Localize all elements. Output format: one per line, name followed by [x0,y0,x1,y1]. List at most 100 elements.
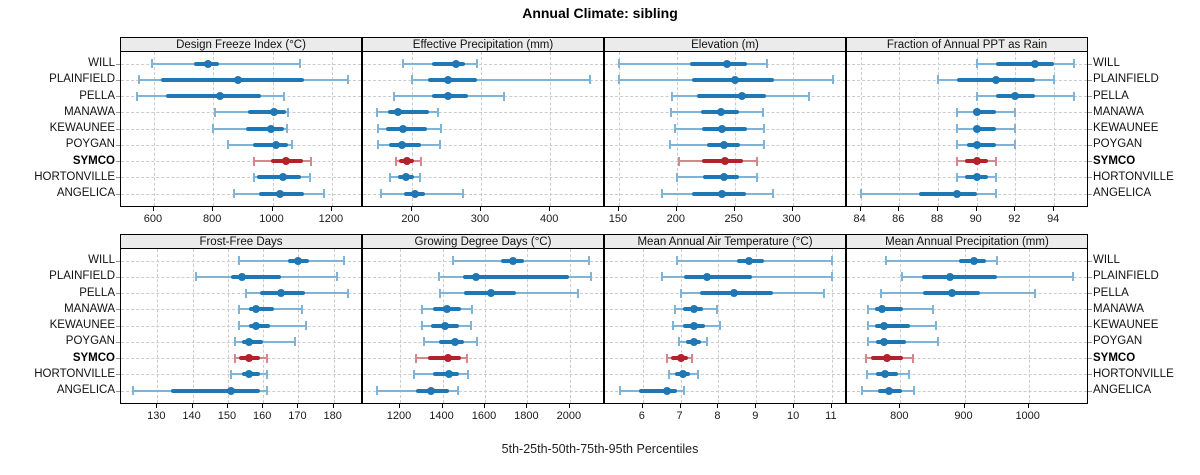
x-axis-tick-label: 140 [182,410,201,422]
panel-mean-annual-air-temperature-c: Mean Annual Air Temperature (°C) 6 7 8 9 10 11 [604,234,846,422]
median-dot [720,173,729,182]
whisker-cap-95th [265,353,268,363]
gridline-horizontal [847,390,1087,392]
x-axis-tick [332,404,334,408]
figure-title: Annual Climate: sibling [522,5,678,21]
y-axis-tick [116,293,120,294]
percentile-series-pella [847,52,1087,206]
x-axis-tick [793,404,795,408]
whisker-cap-95th [588,75,591,85]
whisker-cap-95th [285,124,288,133]
x-axis-tick [441,404,443,408]
median-dot [689,305,698,314]
whisker-cap-95th [761,107,764,117]
y-axis-tick [116,128,120,130]
gridline-horizontal [363,358,603,359]
gridline-horizontal [121,177,361,179]
percentile-series-will [363,249,603,403]
percentile-series-plainfield [363,249,603,403]
median-dot [271,140,280,149]
whisker-cap-5th [668,140,671,150]
whisker-cap-95th [907,369,910,379]
whisker-cap-95th [309,172,312,182]
y-axis-tick [116,161,120,162]
whisker-cap-5th [232,189,235,198]
median-dot [394,108,403,117]
percentile-series-manawa [847,52,1087,206]
y-axis-tick [116,325,120,327]
whisker-cap-5th [956,156,959,166]
y-axis-tick [1088,193,1092,195]
whisker-cap-95th [461,189,464,198]
percentile-series-hortonville [605,52,845,206]
site-label-right-kewaunee: KEWAUNEE [1093,122,1159,134]
x-axis-caption: 5th-25th-50th-75th-95th Percentiles [501,442,699,456]
whisker-cap-5th [617,75,620,85]
percentile-series-pella [363,52,603,206]
strip-header-design-freeze-index-c: Design Freeze Index (°C) [120,37,362,52]
whisker-cap-5th [885,256,888,265]
percentile-series-hortonville [847,52,1087,206]
whisker-cap-95th [1014,140,1017,150]
percentile-series-poygan [605,249,845,403]
site-label-right-symco: SYMCO [1093,351,1136,364]
whisker-cap-5th [866,304,869,314]
x-axis-tick-label: 1400 [429,410,454,422]
percentile-series-poygan [121,249,361,403]
percentile-series-kewaunee [363,249,603,403]
whisker-cap-5th [375,386,378,395]
percentile-series-pella [121,52,361,206]
site-label-left-poygan: POYGAN [65,335,115,348]
whisker-cap-95th [1053,75,1056,85]
x-axis-tick [526,404,528,408]
x-axis-tick-label: 11 [825,410,837,422]
x-axis-tick-label: 200 [401,213,420,225]
x-axis-tick [271,207,273,211]
y-axis-tick [1088,325,1092,327]
y-axis-tick [116,260,120,262]
whisker-cap-5th [237,321,240,330]
gridline-horizontal [363,390,603,392]
whisker-cap-95th [913,386,916,395]
y-axis-tick [116,96,120,97]
percentile-series-angelica [847,249,1087,403]
whisker-cap-95th [830,272,833,282]
median-dot [946,272,955,281]
x-axis-tick [1053,207,1055,211]
whisker-cap-95th [304,321,307,330]
whisker-cap-95th [995,256,998,265]
median-dot [276,289,285,297]
percentile-series-angelica [847,52,1087,206]
median-dot [1011,92,1020,100]
site-label-left-manawa: MANAWA [64,302,115,315]
gridline-horizontal [363,193,603,195]
whisker-line-5th-95th [238,324,306,327]
whisker-cap-5th [439,288,442,298]
median-dot [947,289,956,297]
whisker-cap-5th [226,140,229,150]
whisker-cap-5th [237,256,240,265]
whisker-cap-95th [715,304,718,314]
x-axis-tick [484,404,485,408]
median-dot [451,337,460,346]
percentile-series-plainfield [121,249,361,403]
whisker-cap-95th [823,288,826,298]
site-label-right-will: WILL [1093,254,1120,266]
median-dot [281,157,290,165]
site-label-left-poygan: POYGAN [65,138,115,151]
x-axis-tick [641,404,643,408]
gridline-horizontal [363,112,603,114]
x-axis-tick-label: 400 [540,213,559,225]
percentile-series-will [121,52,361,206]
percentile-series-will [605,52,845,206]
whisker-cap-95th [1072,59,1075,68]
whisker-cap-5th [956,107,959,117]
whisker-cap-5th [233,353,236,363]
x-axis-tick [212,207,214,211]
median-dot [972,140,981,149]
whisker-cap-5th [402,59,405,68]
gridline-horizontal [363,161,603,162]
whisker-cap-95th [419,156,422,166]
median-dot [721,157,730,165]
whisker-cap-5th [901,272,904,282]
